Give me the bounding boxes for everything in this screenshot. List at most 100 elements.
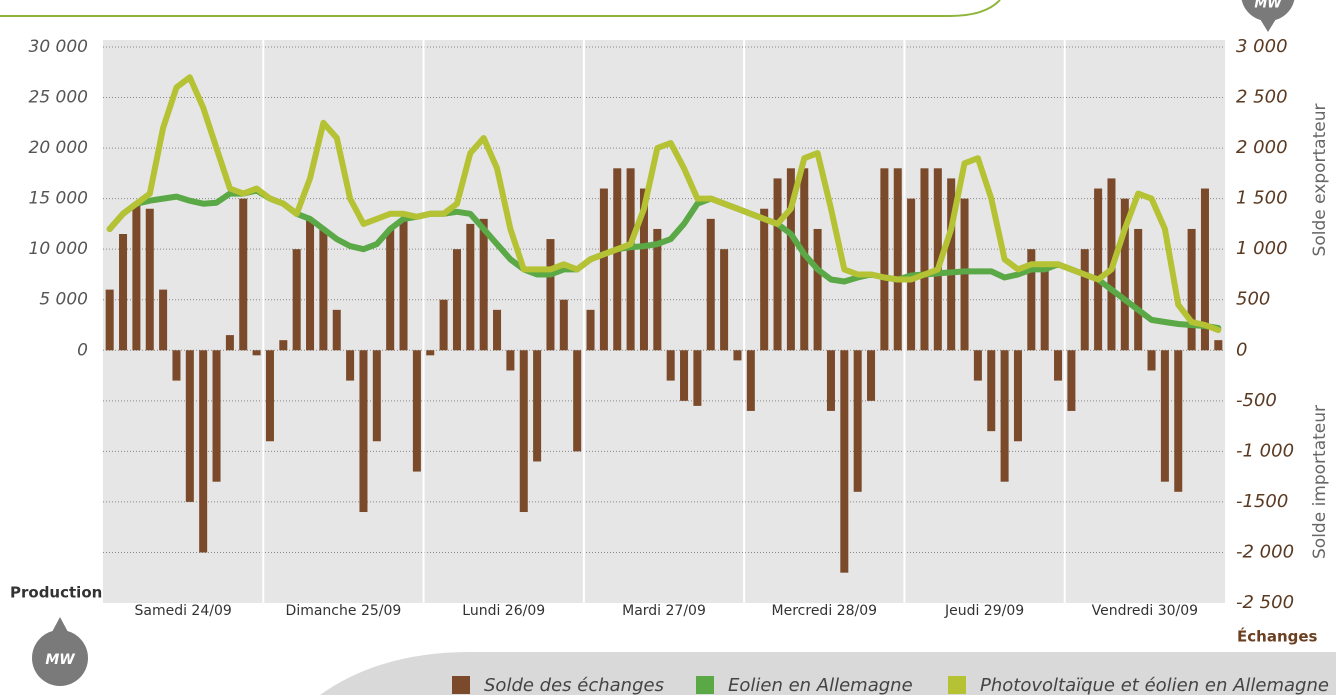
legend-band (320, 652, 1336, 695)
bar (1160, 350, 1169, 482)
bar (573, 350, 582, 452)
bar (867, 350, 876, 401)
bar (960, 198, 969, 351)
bar (439, 299, 448, 351)
bar (252, 350, 261, 356)
bar (559, 299, 568, 351)
bar (893, 168, 902, 351)
y2-tick-label: -1 000 (1236, 440, 1294, 461)
bar (613, 168, 622, 351)
badge (1241, 0, 1295, 21)
bar (346, 350, 355, 381)
x-tick-label: Dimanche 25/09 (286, 603, 402, 619)
y2-tick-label: 1 500 (1236, 188, 1288, 209)
bar (479, 218, 488, 351)
y2-tick-label: 2 000 (1236, 137, 1288, 158)
y-tick-label: 10 000 (29, 239, 88, 259)
y2-tick-label: 0 (1236, 339, 1247, 360)
y2-tick-label: -2 500 (1236, 592, 1294, 613)
bar (1214, 340, 1223, 351)
line (106, 74, 1222, 334)
bar (546, 239, 555, 351)
bar (1120, 198, 1129, 351)
bar (265, 350, 274, 442)
bar (599, 188, 608, 351)
bar (1067, 350, 1076, 411)
x-tick-label: Mercredi 28/09 (772, 603, 877, 619)
y2-tick-label: -500 (1236, 390, 1277, 411)
bar (987, 350, 996, 432)
y2-lower-label: Solde importateur (1310, 405, 1330, 559)
y2-tick-label: 3 000 (1236, 36, 1288, 57)
bar (332, 309, 341, 351)
y2-tick-label: 1 000 (1236, 238, 1288, 259)
bar (880, 168, 889, 351)
bar (493, 309, 502, 351)
bar (800, 168, 809, 351)
badge-pin (52, 617, 68, 632)
badge (32, 630, 88, 686)
y-tick-label: 25 000 (29, 88, 88, 108)
bar (733, 350, 742, 361)
bar (212, 350, 221, 482)
bar (1174, 350, 1183, 492)
y2-tick-label: 500 (1236, 289, 1270, 310)
y-tick-label: 15 000 (29, 189, 88, 209)
bar (132, 203, 141, 351)
y2-label: Échanges (1237, 627, 1318, 646)
bar (452, 249, 461, 351)
bar (506, 350, 515, 371)
legend-swatch (696, 676, 714, 694)
bar (1013, 350, 1022, 442)
bar (1040, 269, 1049, 351)
bar (1147, 350, 1156, 371)
bar (239, 198, 248, 351)
bar (319, 228, 328, 351)
bar (533, 350, 542, 462)
y-unit: MW (45, 652, 75, 668)
y-label: Production (10, 584, 102, 602)
bar (639, 188, 648, 351)
bar (1134, 228, 1143, 351)
y-tick-label: 20 000 (29, 138, 88, 158)
top-border (0, 0, 1001, 17)
bar (386, 228, 395, 351)
bar (519, 350, 528, 513)
bar (426, 350, 435, 356)
legend-label: Solde des échanges (484, 675, 664, 695)
bar (973, 350, 982, 381)
bar (1027, 249, 1036, 351)
bar (920, 168, 929, 351)
legend-swatch (948, 676, 966, 694)
legend-label: Eolien en Allemagne (728, 675, 913, 695)
bar (840, 350, 849, 573)
bar (399, 218, 408, 351)
bar (746, 350, 755, 411)
bar (666, 350, 675, 381)
bar (853, 350, 862, 492)
bar (680, 350, 689, 401)
bar (786, 168, 795, 351)
bar (1000, 350, 1009, 482)
bar (159, 289, 168, 351)
bar (359, 350, 368, 513)
bar (412, 350, 421, 472)
bar (693, 350, 702, 406)
plot-bg (103, 40, 1225, 603)
bar (626, 168, 635, 351)
y2-tick-label: -2 000 (1236, 541, 1294, 562)
bar (279, 340, 288, 351)
bar (466, 223, 475, 351)
bar (826, 350, 835, 411)
bar (119, 234, 128, 351)
x-tick-label: Jeudi 29/09 (944, 603, 1024, 619)
bar (653, 228, 662, 351)
bar (813, 228, 822, 351)
bar (1054, 350, 1063, 381)
bar (105, 289, 114, 351)
bar (760, 208, 769, 351)
bar (773, 178, 782, 351)
bar (292, 249, 301, 351)
bar (185, 350, 194, 502)
